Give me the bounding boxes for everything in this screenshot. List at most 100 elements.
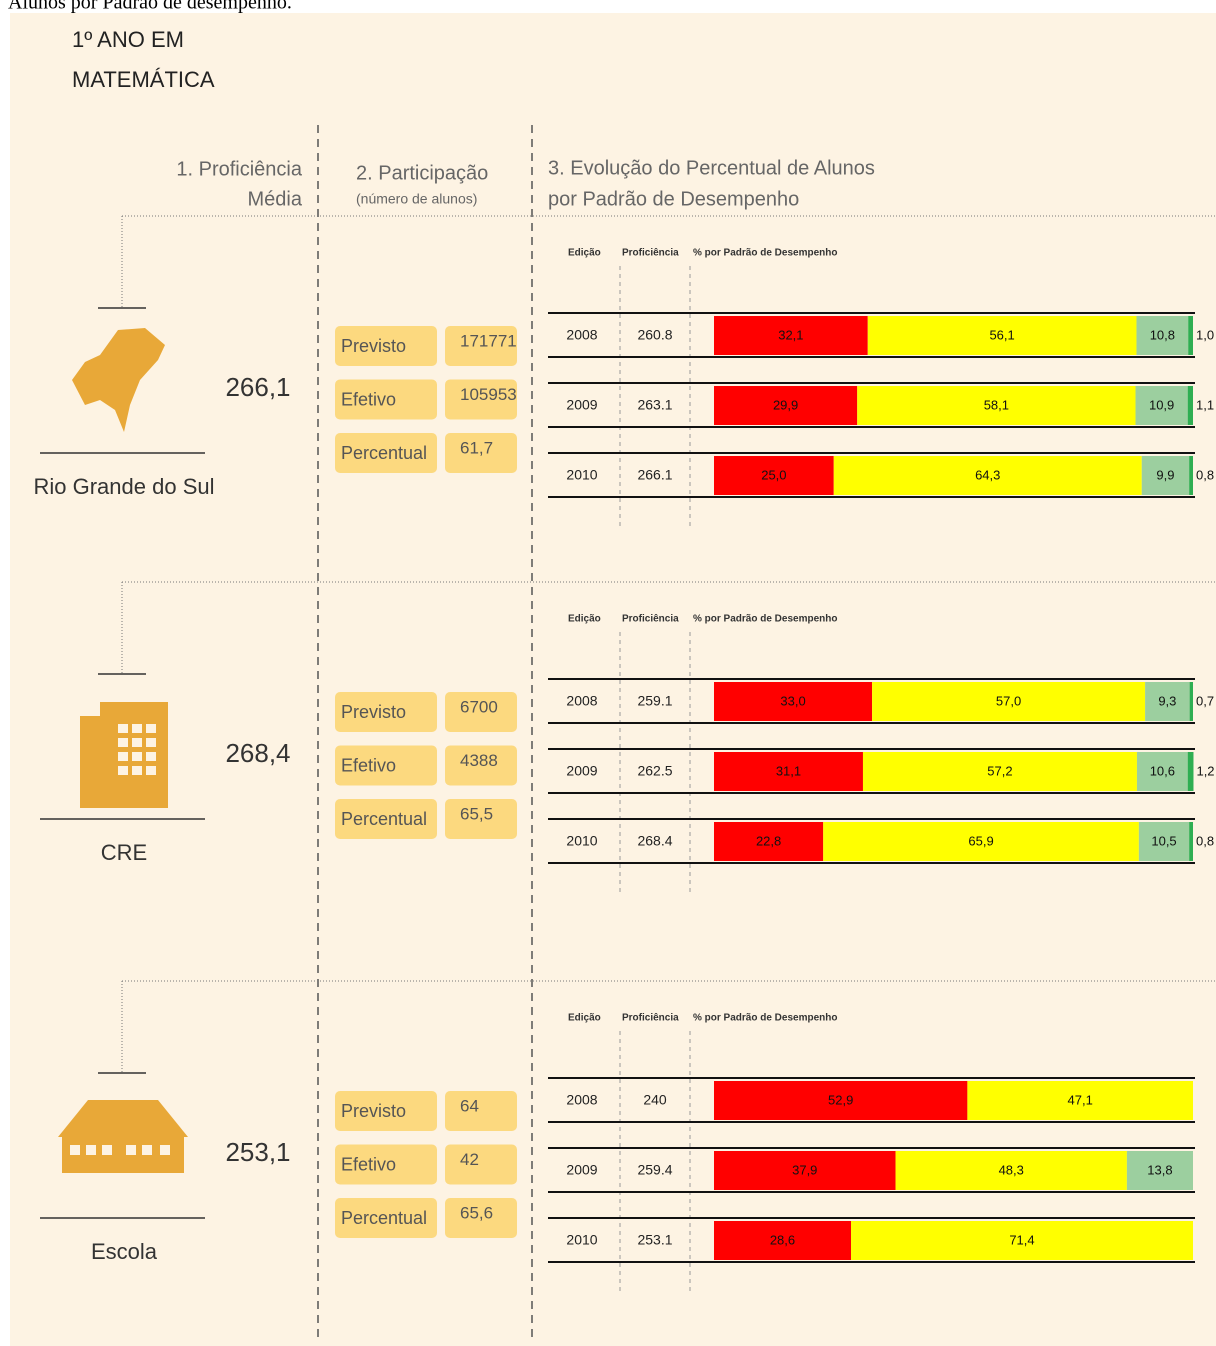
icon-window — [118, 738, 128, 747]
bar-label: 0,7 — [1196, 693, 1214, 708]
section: Escola 253,1 Previsto 64 Efetivo 42 Percentual… — [40, 980, 1216, 1295]
bar-segment — [714, 1081, 968, 1120]
bar-label: 31,1 — [776, 763, 801, 778]
bar-label: 22,8 — [756, 833, 781, 848]
icon-window — [132, 724, 142, 733]
value-box — [445, 379, 517, 420]
section-name: CRE — [101, 840, 147, 865]
participation-value: 64 — [460, 1096, 479, 1115]
table-header: Edição — [568, 614, 601, 625]
bar-label: 65,9 — [968, 833, 993, 848]
bar-label: 13,8 — [1147, 1162, 1172, 1177]
table-header: % por Padrão de Desempenho — [693, 248, 837, 259]
participation-value: 6700 — [460, 697, 498, 716]
row-proficiency: 268.4 — [637, 833, 672, 849]
table-header: Proficiência — [622, 614, 679, 625]
label-box — [335, 745, 437, 786]
table-header: % por Padrão de Desempenho — [693, 614, 837, 625]
row-proficiency: 260.8 — [637, 327, 672, 343]
edition: 2009 — [566, 1162, 597, 1178]
bar-label: 56,1 — [989, 327, 1014, 342]
label-box — [335, 433, 437, 473]
bar-label: 52,9 — [828, 1092, 853, 1107]
bar-segment — [714, 456, 834, 495]
column-header: 1. Proficiência — [176, 158, 302, 180]
icon-window — [102, 1145, 112, 1155]
bar-label: 9,3 — [1158, 693, 1176, 708]
edition: 2010 — [566, 833, 597, 849]
icon-map — [72, 328, 165, 432]
table-header: % por Padrão de Desempenho — [693, 1013, 837, 1024]
bar-segment — [850, 1221, 1193, 1260]
bar-segment — [1136, 316, 1189, 355]
bar-segment — [714, 682, 873, 721]
bar-label: 1,1 — [1196, 397, 1214, 412]
row-proficiency: 263.1 — [637, 397, 672, 413]
section-name: Rio Grande do Sul — [34, 474, 215, 499]
label-box — [335, 1198, 437, 1238]
participation-label: Percentual — [341, 443, 427, 463]
bar-segment — [823, 822, 1139, 861]
label-box — [335, 379, 437, 420]
proficiency: 253,1 — [225, 1137, 290, 1167]
table-header: Proficiência — [622, 248, 679, 259]
table-header: Edição — [568, 248, 601, 259]
section: Rio Grande do Sul 266,1 Previsto 171771 Efet… — [34, 215, 1216, 530]
bar-segment — [867, 316, 1137, 355]
edition: 2009 — [566, 763, 597, 779]
icon-window — [146, 752, 156, 761]
bar-segment — [967, 1081, 1193, 1120]
column-header: 3. Evolução do Percentual de Alunos — [548, 157, 875, 179]
icon-window — [126, 1145, 136, 1155]
bar-segment — [1189, 456, 1193, 495]
icon-window — [142, 1145, 152, 1155]
value-box — [445, 799, 517, 839]
icon-window — [118, 752, 128, 761]
table-header: Proficiência — [622, 1013, 679, 1024]
bar-label: 29,9 — [773, 397, 798, 412]
bar-segment — [1188, 316, 1193, 355]
participation-label: Efetivo — [341, 1154, 396, 1174]
participation-value: 65,5 — [460, 804, 493, 823]
label-box — [335, 1091, 437, 1131]
icon-window — [132, 766, 142, 775]
bar-segment — [1135, 386, 1188, 425]
table-header: Edição — [568, 1013, 601, 1024]
row-proficiency: 266.1 — [637, 467, 672, 483]
section-name: Escola — [91, 1239, 158, 1264]
label-box — [335, 799, 437, 839]
row-proficiency: 262.5 — [637, 763, 672, 779]
bar-label: 10,5 — [1151, 833, 1176, 848]
bar-label: 64,3 — [975, 467, 1000, 482]
bar-label: 57,2 — [987, 763, 1012, 778]
bar-segment — [1126, 1151, 1193, 1190]
participation-value: 42 — [460, 1150, 479, 1169]
caption: Alunos por Padrão de desempenho. — [8, 0, 292, 14]
icon-school — [58, 1100, 188, 1137]
icon-window — [132, 738, 142, 747]
bar-label: 33,0 — [780, 693, 805, 708]
bar-label: 1,0 — [1196, 327, 1214, 342]
icon-building — [100, 702, 168, 716]
bar-segment — [714, 822, 824, 861]
value-box — [445, 692, 517, 732]
participation-value: 4388 — [460, 751, 498, 770]
participation-value: 171771 — [460, 331, 517, 350]
icon-window — [118, 766, 128, 775]
bar-label: 47,1 — [1068, 1092, 1093, 1107]
bar-label: 58,1 — [984, 397, 1009, 412]
bar-segment — [833, 456, 1142, 495]
bar-label: 0,8 — [1196, 833, 1214, 848]
bar-label: 10,6 — [1150, 763, 1175, 778]
edition: 2010 — [566, 467, 597, 483]
icon-window — [86, 1145, 96, 1155]
proficiency: 266,1 — [225, 372, 290, 402]
edition: 2008 — [566, 693, 597, 709]
value-box — [445, 326, 517, 366]
bar-segment — [872, 682, 1146, 721]
icon-window — [70, 1145, 80, 1155]
participation-label: Previsto — [341, 1101, 406, 1121]
bar-label: 10,8 — [1150, 327, 1175, 342]
participation-value: 65,6 — [460, 1203, 493, 1222]
